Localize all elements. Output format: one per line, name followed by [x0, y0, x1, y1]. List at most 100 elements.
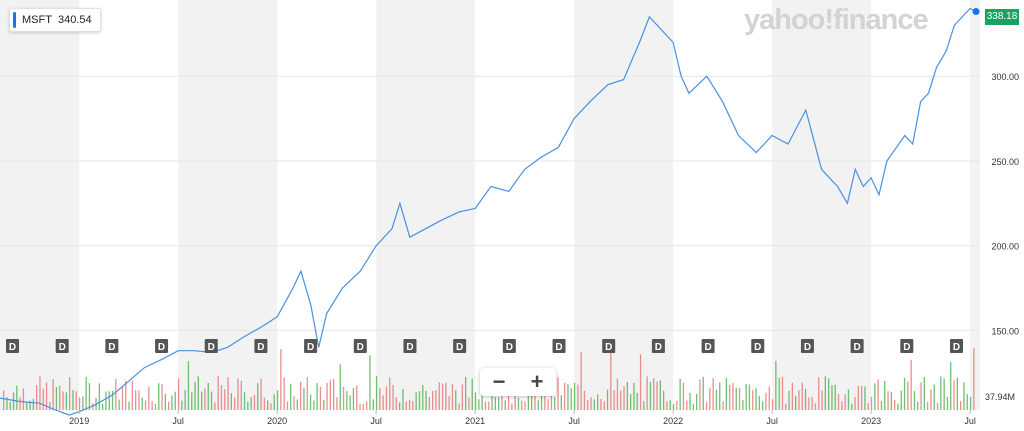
volume-bar: [181, 400, 183, 410]
volume-bar: [323, 400, 325, 410]
volume-bar: [263, 397, 265, 410]
volume-bar: [461, 384, 463, 410]
x-tick-label: 2020: [267, 416, 287, 426]
volume-bar: [765, 392, 767, 410]
volume-bar: [415, 392, 417, 410]
x-tick-label: 2023: [861, 416, 881, 426]
dividend-marker[interactable]: D: [353, 339, 367, 353]
volume-bar: [874, 383, 876, 410]
dividend-marker[interactable]: D: [602, 339, 616, 353]
volume-bar: [395, 397, 397, 410]
dividend-marker[interactable]: D: [900, 339, 914, 353]
dividend-marker-label: D: [555, 342, 562, 353]
volume-bar: [3, 390, 5, 410]
dividend-marker[interactable]: D: [800, 339, 814, 353]
dividend-marker[interactable]: D: [155, 339, 169, 353]
volume-bar: [778, 377, 780, 410]
volume-bar: [214, 402, 216, 410]
volume-bar: [217, 376, 219, 410]
dividend-marker[interactable]: D: [204, 339, 218, 353]
volume-bar: [458, 403, 460, 410]
volume-bar: [969, 396, 972, 410]
volume-bar: [220, 385, 223, 410]
dividend-marker[interactable]: D: [105, 339, 119, 353]
volume-bar: [455, 390, 457, 410]
x-tick-label: Jul: [370, 416, 382, 426]
volume-bar: [534, 385, 536, 410]
dividend-marker-label: D: [9, 342, 16, 353]
dividend-marker[interactable]: D: [55, 339, 69, 353]
dividend-marker[interactable]: D: [453, 339, 467, 353]
volume-bar: [45, 382, 48, 410]
y-tick-label: 300.00: [991, 72, 1019, 82]
dividend-marker[interactable]: D: [403, 339, 417, 353]
volume-bar: [448, 396, 450, 410]
zoom-out-button[interactable]: −: [492, 369, 506, 394]
volume-bar: [590, 397, 592, 410]
dividend-marker-label: D: [59, 342, 66, 353]
dividend-marker-bg: [701, 339, 715, 353]
volume-bar: [105, 391, 107, 410]
dividend-marker[interactable]: D: [254, 339, 268, 353]
dividend-marker[interactable]: D: [850, 339, 864, 353]
volume-bar: [715, 389, 718, 410]
volume-bar: [639, 354, 642, 410]
volume-bar: [207, 382, 209, 410]
volume-bar: [309, 394, 312, 410]
dividend-marker-bg: [850, 339, 864, 353]
volume-bar: [300, 381, 302, 410]
volume-bar: [504, 400, 506, 410]
volume-bar: [923, 377, 925, 410]
volume-bar: [55, 387, 58, 410]
volume-bar: [900, 390, 902, 410]
volume-bar: [59, 385, 61, 410]
volume-bar: [705, 402, 708, 410]
dividend-marker[interactable]: D: [552, 339, 566, 353]
volume-bar: [6, 397, 8, 410]
volume-bar: [342, 386, 345, 410]
dividend-marker[interactable]: D: [6, 339, 19, 353]
volume-bar: [712, 378, 714, 410]
volume-bar: [527, 388, 529, 410]
volume-bar: [194, 381, 196, 410]
dividend-marker-label: D: [704, 342, 711, 353]
dividend-marker-bg: [552, 339, 566, 353]
volume-bar: [643, 401, 645, 410]
dividend-marker[interactable]: D: [502, 339, 516, 353]
volume-bar: [92, 403, 94, 410]
ticker-color-swatch: [13, 12, 16, 28]
volume-bar: [19, 397, 21, 410]
current-price-badge: 338.18: [985, 9, 1019, 25]
dividend-marker[interactable]: D: [751, 339, 765, 353]
zoom-in-button[interactable]: +: [530, 369, 544, 394]
volume-bar: [16, 385, 18, 410]
volume-bar: [164, 393, 166, 410]
volume-bar: [682, 382, 685, 410]
price-line: [0, 7, 977, 416]
ticker-label[interactable]: MSFT 340.54: [9, 8, 101, 32]
volume-bar: [293, 396, 295, 410]
volume-bar: [560, 395, 562, 410]
dividend-marker[interactable]: D: [701, 339, 715, 353]
volume-bar: [82, 396, 84, 410]
volume-bar: [98, 383, 100, 410]
volume-bar: [151, 400, 153, 410]
volume-bar: [144, 400, 147, 410]
dividend-marker-bg: [254, 339, 268, 353]
volume-bar: [606, 389, 609, 410]
volume-bar: [22, 388, 25, 410]
volume-bar: [319, 386, 322, 410]
dividend-marker[interactable]: D: [304, 339, 318, 353]
dividend-marker[interactable]: D: [651, 339, 665, 353]
volume-bar: [471, 378, 473, 410]
volume-bar: [333, 379, 335, 410]
volume-bar: [854, 397, 856, 410]
dividend-marker[interactable]: D: [950, 339, 963, 353]
dividend-marker-bg: [453, 339, 467, 353]
volume-bar: [633, 382, 635, 410]
volume-bar: [936, 402, 939, 410]
dividend-marker-label: D: [456, 342, 463, 353]
volume-bar: [36, 385, 38, 410]
volume-bar: [824, 376, 826, 410]
